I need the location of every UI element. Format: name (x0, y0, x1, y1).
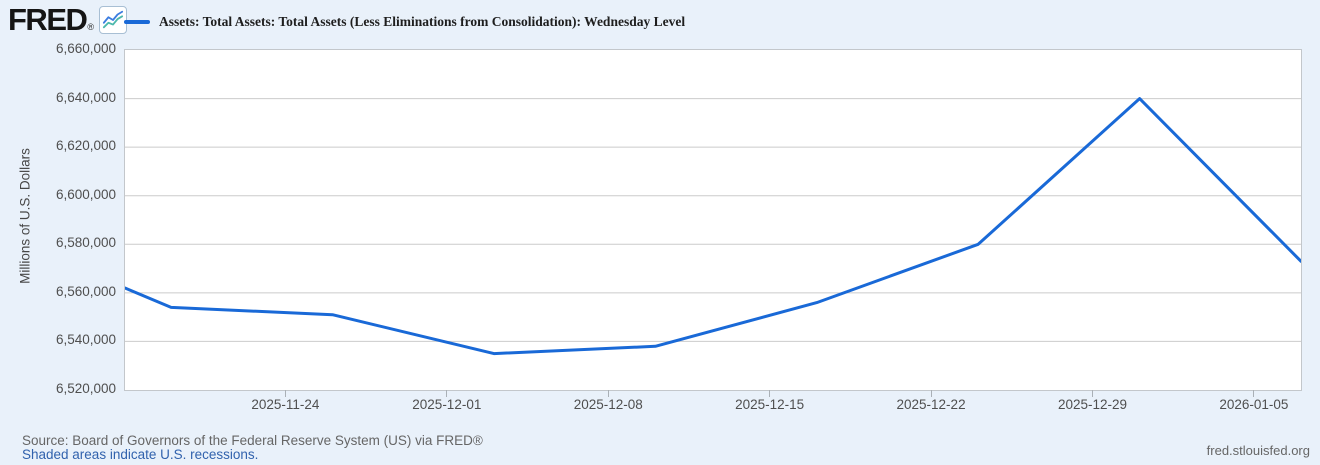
series-line (125, 97, 1301, 356)
registered-mark: ® (87, 22, 95, 32)
y-tick-label: 6,620,000 (55, 138, 116, 154)
y-axis-title: Millions of U.S. Dollars (17, 148, 33, 284)
fred-logo-text: FRED (8, 2, 88, 37)
fred-logo[interactable]: FRED ® (8, 2, 128, 37)
source-note: Source: Board of Governors of the Federa… (22, 433, 483, 448)
legend-line-swatch (124, 20, 150, 24)
x-tick-label: 2025-12-29 (1057, 397, 1127, 412)
x-tick-label: 2026-01-05 (1219, 397, 1289, 412)
y-tick-label: 6,540,000 (55, 332, 116, 348)
chart-canvas (125, 97, 1301, 356)
x-tick-mark (607, 390, 609, 397)
x-tick-mark (446, 390, 448, 397)
x-tick-label: 2025-12-01 (412, 397, 482, 412)
y-tick-label: 6,660,000 (55, 41, 116, 56)
y-tick-label: 6,640,000 (55, 89, 116, 105)
y-tick-label: 6,580,000 (55, 235, 116, 251)
series-title[interactable]: Assets: Total Assets: Total Assets (Less… (159, 14, 686, 29)
recession-note-link[interactable]: Shaded areas indicate U.S. recessions. (22, 447, 259, 462)
x-tick-mark (769, 390, 771, 397)
x-tick-label: 2025-12-22 (896, 397, 966, 412)
y-tick-label: 6,600,000 (55, 186, 116, 202)
x-tick-label: 2025-12-08 (573, 397, 643, 412)
y-tick-label: 6,520,000 (55, 381, 116, 396)
fred-site-link[interactable]: fred.stlouisfed.org (1206, 443, 1310, 458)
y-tick-label: 6,560,000 (55, 283, 116, 299)
x-tick-mark (930, 390, 932, 397)
fred-logo-chart-icon (99, 6, 128, 34)
x-tick-mark (284, 390, 286, 397)
legend: Assets: Total Assets: Total Assets (Less… (124, 14, 685, 30)
x-tick-mark (1091, 390, 1093, 397)
x-tick-label: 2025-12-15 (735, 397, 805, 412)
x-tick-mark (1253, 390, 1255, 397)
x-tick-label: 2025-11-24 (251, 397, 320, 412)
plot-area[interactable] (124, 49, 1302, 391)
